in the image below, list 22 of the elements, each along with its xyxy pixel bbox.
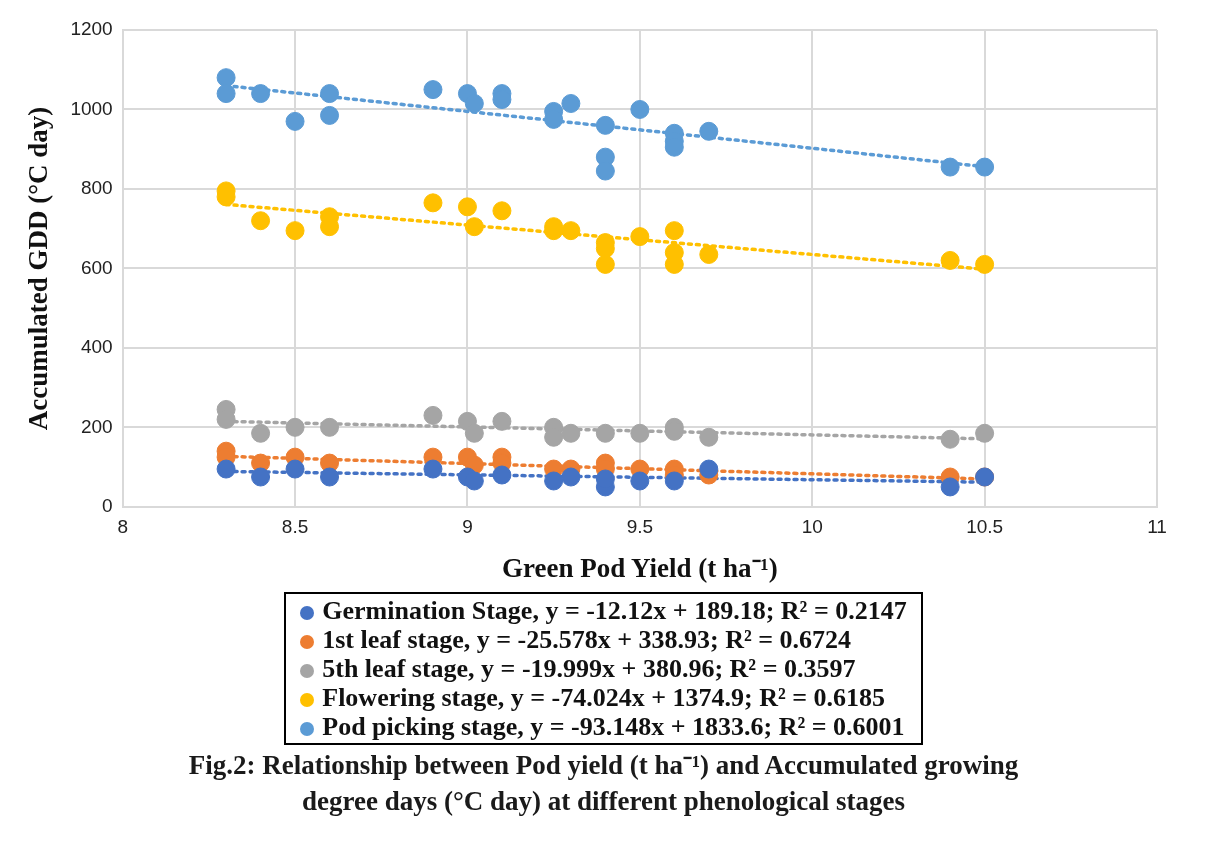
caption: Fig.2: Relationship between Pod yield (t ha⁻¹) and Accumulated growing degree days (°C day) at different phenological stages (187, 749, 1020, 818)
y-tick-label: 1000 (70, 97, 113, 119)
y-tick-label: 200 (80, 415, 113, 437)
x-tick-label: 9 (462, 516, 473, 538)
y-tick-label: 400 (80, 336, 113, 358)
y-tick-label: 0 (102, 495, 113, 517)
x-tick-label: 8 (117, 516, 128, 538)
x-tick-label: 10 (801, 516, 823, 538)
x-tick-label: 8.5 (281, 516, 309, 538)
legend-label: 5th leaf stage, y = -19.999x + 380.96; R² = 0.3597 (322, 654, 856, 683)
y-axis-title: Accumulated GDD (°C day) (23, 106, 54, 431)
legend-label: Flowering stage, y = -74.024x + 1374.9; R² = 0.6185 (322, 683, 886, 712)
y-tick-label: 1200 (70, 18, 113, 40)
legend-label: Germination Stage, y = -12.12x + 189.18; R² = 0.2147 (322, 596, 907, 625)
legend-label: Pod picking stage, y = -93.148x + 1833.6; R² = 0.6001 (322, 712, 905, 741)
y-tick-label: 800 (80, 177, 113, 199)
x-tick-label: 9.5 (626, 516, 654, 538)
legend-label: 1st leaf stage, y = -25.578x + 338.93; R² = 0.6724 (322, 625, 852, 654)
x-tick-label: 10.5 (966, 516, 1004, 538)
x-axis-title: Green Pod Yield (t ha⁻¹) (502, 552, 778, 583)
y-tick-label: 600 (80, 256, 113, 278)
x-tick-label: 11 (1147, 516, 1167, 538)
